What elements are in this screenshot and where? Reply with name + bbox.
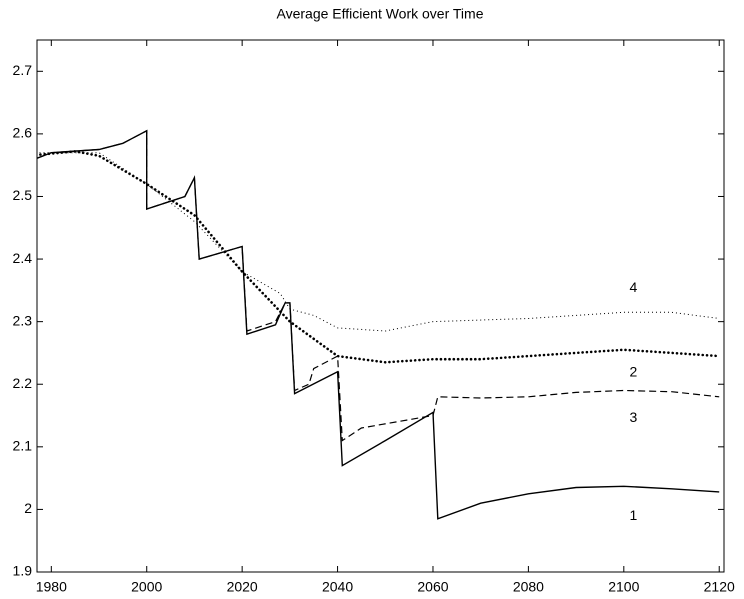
x-tick-label: 2120 (704, 579, 735, 595)
y-tick-label: 2.2 (13, 375, 33, 391)
y-tick-label: 2.7 (13, 62, 33, 78)
x-tick-label: 2040 (322, 579, 353, 595)
y-tick-label: 2 (24, 500, 32, 516)
x-tick-label: 2000 (131, 579, 162, 595)
y-tick-label: 2.4 (13, 250, 33, 266)
y-tick-label: 2.5 (13, 187, 33, 203)
series-label: 3 (629, 409, 637, 425)
x-tick-label: 2100 (608, 579, 639, 595)
x-tick-label: 2020 (227, 579, 258, 595)
series-label: 2 (629, 364, 637, 380)
series-line (37, 129, 720, 442)
y-tick-label: 1.9 (13, 563, 33, 579)
plot-frame (36, 39, 725, 573)
series-line (37, 150, 721, 364)
y-tick-label: 2.3 (13, 312, 33, 328)
series-line (37, 152, 720, 332)
chart-title: Average Efficient Work over Time (277, 6, 484, 22)
series-label: 1 (629, 507, 637, 523)
y-tick-label: 2.1 (13, 438, 33, 454)
x-tick-label: 1980 (36, 579, 67, 595)
x-tick-label: 2060 (417, 579, 448, 595)
x-tick-label: 2080 (513, 579, 544, 595)
series-label: 4 (629, 279, 637, 295)
y-tick-label: 2.6 (13, 125, 33, 141)
series-line (37, 129, 720, 520)
